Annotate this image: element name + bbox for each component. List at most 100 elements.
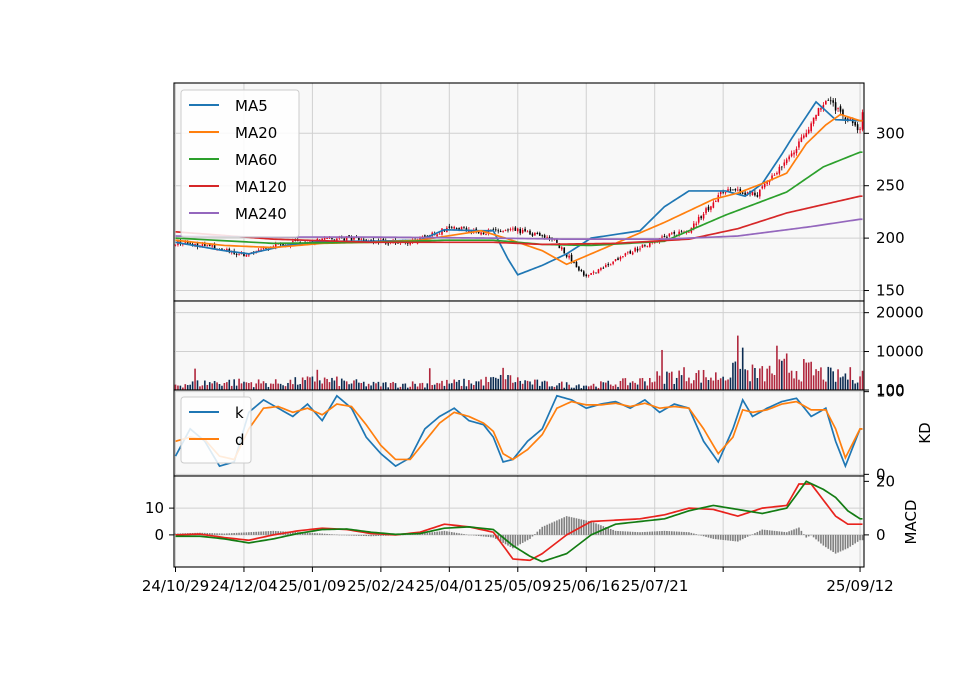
volume-bar <box>324 378 326 390</box>
volume-bar <box>292 384 294 390</box>
candle-body <box>639 248 641 249</box>
candle-body <box>497 230 499 231</box>
candle-body <box>742 193 744 194</box>
candle-body <box>527 232 529 233</box>
volume-bar <box>791 371 793 390</box>
macd-histogram-bar <box>793 529 795 534</box>
volume-bar <box>211 383 213 390</box>
volume-bar <box>392 382 394 390</box>
volume-bar <box>243 382 245 390</box>
macd-histogram-bar <box>228 533 230 535</box>
volume-bar <box>238 379 240 390</box>
macd-histogram-bar <box>490 535 492 537</box>
macd-histogram-bar <box>801 531 803 535</box>
volume-bar <box>265 383 267 390</box>
volume-bar <box>676 378 678 390</box>
volume-bar <box>446 380 448 390</box>
macd-histogram-bar <box>309 533 311 535</box>
macd-histogram-bar <box>813 535 815 537</box>
candle-body <box>532 234 534 236</box>
macd-histogram-bar <box>612 530 614 535</box>
volume-bar <box>815 369 817 390</box>
volume-bar <box>546 381 548 390</box>
candle-body <box>343 239 345 241</box>
candle-body <box>837 108 839 109</box>
macd-histogram-bar <box>370 535 372 536</box>
macd-histogram-bar <box>590 522 592 535</box>
macd-histogram-bar <box>735 535 737 541</box>
volume-bar <box>282 385 284 390</box>
volume-bar <box>732 363 734 390</box>
volume-bar <box>686 381 688 390</box>
candle-body <box>522 230 524 233</box>
volume-bar <box>299 384 301 390</box>
candle-body <box>827 100 829 101</box>
volume-bar <box>189 385 191 390</box>
macd-histogram-bar <box>705 535 707 537</box>
macd-histogram-bar <box>578 519 580 535</box>
candle-body <box>576 262 578 267</box>
volume-bar <box>519 381 521 390</box>
volume-bar <box>739 369 741 390</box>
candle-body <box>512 229 514 230</box>
volume-bar <box>471 384 473 390</box>
candle-body <box>713 202 715 207</box>
candle-body <box>424 235 426 236</box>
macd-histogram-bar <box>246 532 248 535</box>
macd-histogram-bar <box>710 535 712 538</box>
candle-body <box>507 229 509 230</box>
macd-histogram-bar <box>483 535 485 537</box>
macd-histogram-bar <box>431 532 433 535</box>
volume-bar <box>485 377 487 390</box>
candle-body <box>815 115 817 119</box>
candle-body <box>832 100 834 102</box>
candle-body <box>206 245 208 246</box>
macd-histogram-bar <box>815 535 817 540</box>
macd-histogram-bar <box>830 535 832 551</box>
macd-histogram-bar <box>688 532 690 535</box>
macd-histogram-bar <box>749 535 751 536</box>
macd-histogram-bar <box>823 535 825 546</box>
volume-bar <box>722 377 724 390</box>
volume-bar <box>823 380 825 390</box>
candle-body <box>387 244 389 245</box>
volume-bar <box>214 381 216 390</box>
volume-bar <box>321 384 323 390</box>
macd-histogram-bar <box>747 535 749 537</box>
candle-body <box>779 167 781 174</box>
macd-histogram-bar <box>852 535 854 545</box>
macd-histogram-bar <box>326 534 328 535</box>
candle-body <box>600 268 602 270</box>
macd-histogram-bar <box>236 533 238 535</box>
macd-histogram-bar <box>537 532 539 535</box>
volume-bar <box>825 382 827 390</box>
volume-bar <box>681 375 683 390</box>
macd-histogram-bar <box>693 534 695 535</box>
volume-bar <box>576 385 578 390</box>
macd-histogram-bar <box>439 531 441 534</box>
macd-histogram-bar <box>722 535 724 540</box>
candle-body <box>810 123 812 131</box>
volume-bar <box>693 380 695 390</box>
candle-body <box>615 259 617 261</box>
candle-body <box>840 106 842 111</box>
volume-bar <box>285 386 287 390</box>
volume-bar <box>612 386 614 390</box>
volume-bar <box>634 383 636 390</box>
macd-histogram-bar <box>378 535 380 536</box>
candle-body <box>708 207 710 210</box>
candle-body <box>451 227 453 228</box>
candle-body <box>705 208 707 213</box>
volume-bar <box>294 377 296 390</box>
volume-bar <box>260 383 262 390</box>
volume-bar <box>373 382 375 390</box>
volume-bar <box>544 381 546 390</box>
macd-histogram-bar <box>461 534 463 535</box>
macd-histogram-bar <box>541 527 543 535</box>
volume-bar <box>385 382 387 390</box>
macd-histogram-bar <box>568 517 570 535</box>
macd-histogram-bar <box>216 533 218 535</box>
macd-histogram-bar <box>365 535 367 536</box>
